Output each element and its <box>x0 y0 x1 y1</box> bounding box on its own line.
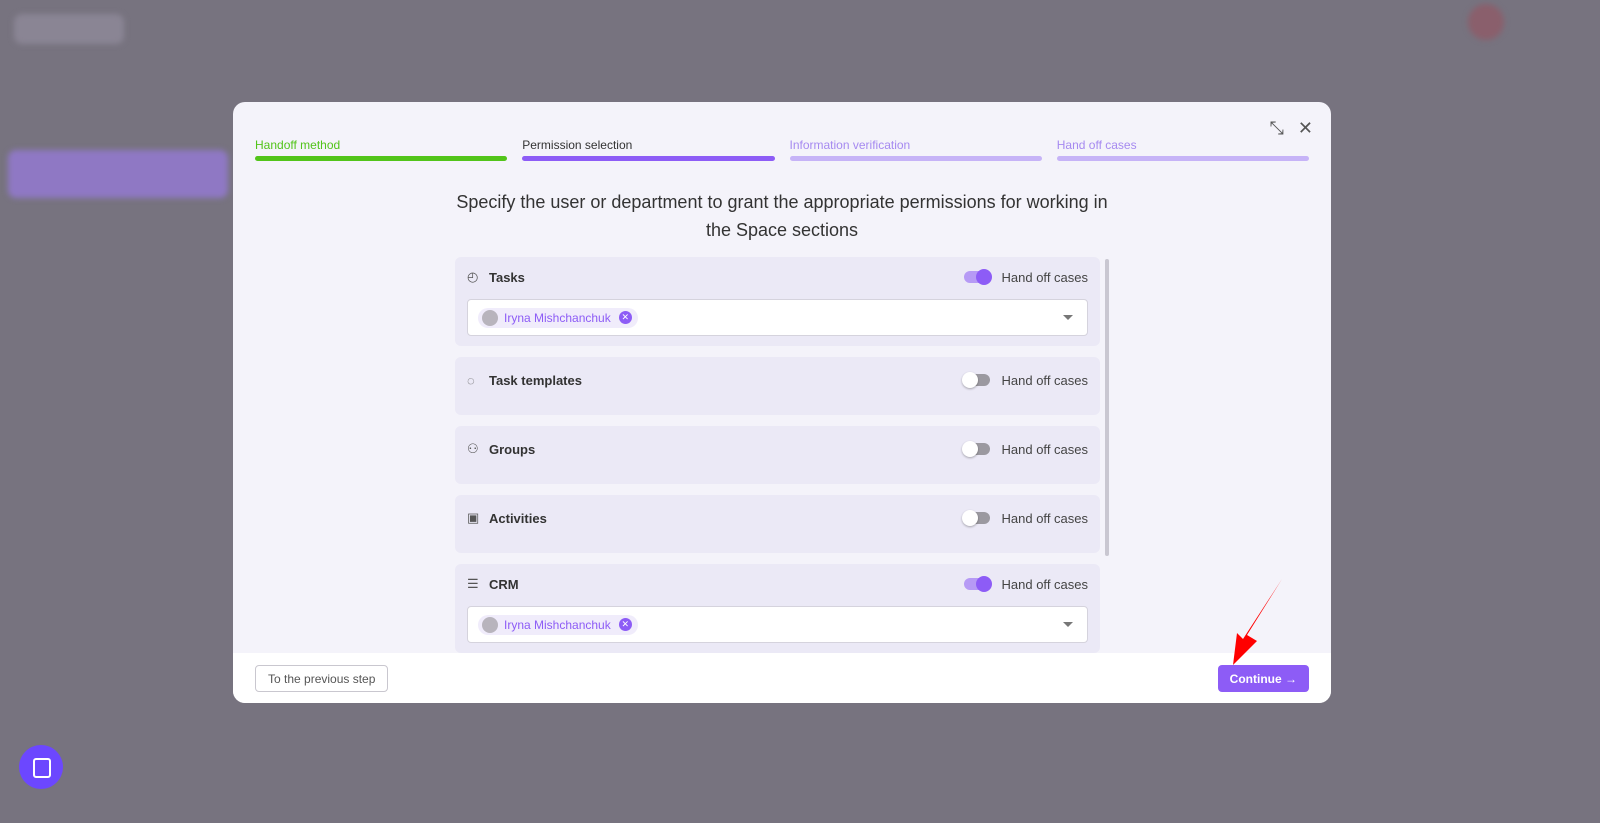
remove-chip-icon[interactable]: ✕ <box>618 618 632 631</box>
step-bar <box>255 156 508 161</box>
calendar-check-icon: ▣ <box>467 510 480 525</box>
section-crm: ☰ CRM Hand off cases Iryna Mishchanchuk ✕ <box>455 564 1100 653</box>
section-name: Activities <box>489 510 547 526</box>
modal-title: Specify the user or department to grant … <box>456 192 1108 240</box>
bg-avatar <box>1468 4 1504 40</box>
assignee-select[interactable]: Iryna Mishchanchuk ✕ <box>467 299 1088 336</box>
avatar <box>482 616 498 633</box>
handoff-modal: Handoff method Permission selection Inform… <box>233 102 1331 703</box>
step-0: Handoff method <box>255 138 508 161</box>
avatar <box>482 309 498 326</box>
assignee-chip: Iryna Mishchanchuk ✕ <box>478 614 638 635</box>
bg-logo <box>14 14 124 44</box>
toggle-label: Hand off cases <box>1001 510 1088 526</box>
step-label: Permission selection <box>522 138 633 152</box>
step-bar <box>522 156 775 161</box>
section-name: Task templates <box>489 372 582 388</box>
continue-button[interactable]: Continue → <box>1217 665 1309 692</box>
step-label: Information verification <box>789 138 911 152</box>
stepper: Handoff method Permission selection Inform… <box>255 138 1309 161</box>
step-label: Hand off cases <box>1056 138 1137 152</box>
red-arrow-annotation <box>1233 579 1282 665</box>
chevron-down-icon[interactable] <box>1063 315 1073 320</box>
bg-sidebar-active <box>8 150 228 198</box>
previous-step-button[interactable]: To the previous step <box>255 665 389 692</box>
toggle-label: Hand off cases <box>1001 269 1088 285</box>
toggle-label: Hand off cases <box>1001 576 1088 592</box>
chevron-down-icon[interactable] <box>1063 622 1073 627</box>
section-name: Groups <box>489 441 536 457</box>
toggle-label: Hand off cases <box>1001 372 1088 388</box>
minimize-icon[interactable]: ⤡ <box>1269 118 1284 138</box>
hand-off-toggle[interactable] <box>961 441 990 457</box>
step-2: Information verification <box>789 138 1042 161</box>
section-tasks: ◴ Tasks Hand off cases Iryna Mishchanchuk ✕ <box>455 257 1100 346</box>
section-groups: ⚇ Groups Hand off cases <box>455 426 1100 484</box>
assignee-name: Iryna Mishchanchuk <box>504 310 611 325</box>
step-bar <box>789 156 1042 161</box>
hand-off-toggle[interactable] <box>963 269 992 285</box>
step-label: Handoff method <box>255 138 341 152</box>
scrollbar[interactable] <box>1105 259 1109 556</box>
assignee-chip: Iryna Mishchanchuk ✕ <box>478 307 638 328</box>
section-task-templates: ◌ Task templates Hand off cases <box>455 357 1100 415</box>
check-circle-icon: ◴ <box>467 269 479 284</box>
section-name: Tasks <box>489 269 525 285</box>
section-activities: ▣ Activities Hand off cases <box>455 495 1100 553</box>
assignee-select[interactable]: Iryna Mishchanchuk ✕ <box>467 606 1088 643</box>
hand-off-toggle[interactable] <box>963 576 992 592</box>
close-icon[interactable]: ✕ <box>1297 118 1313 138</box>
remove-chip-icon[interactable]: ✕ <box>618 311 632 324</box>
toggle-label: Hand off cases <box>1001 441 1088 457</box>
hand-off-toggle[interactable] <box>961 372 990 388</box>
users-icon: ⚇ <box>467 441 479 456</box>
step-3: Hand off cases <box>1056 138 1309 161</box>
database-icon: ☰ <box>467 576 479 591</box>
hand-off-toggle[interactable] <box>961 510 990 526</box>
assignee-name: Iryna Mishchanchuk <box>504 617 611 632</box>
chat-widget-button[interactable] <box>19 745 63 789</box>
section-name: CRM <box>489 576 519 592</box>
step-1: Permission selection <box>522 138 775 161</box>
modal-footer: To the previous step Continue → <box>233 653 1331 703</box>
step-bar <box>1056 156 1309 161</box>
dashed-check-circle-icon: ◌ <box>467 372 475 388</box>
sections-list: ◴ Tasks Hand off cases Iryna Mishchanchuk ✕ ◌… <box>455 257 1100 653</box>
